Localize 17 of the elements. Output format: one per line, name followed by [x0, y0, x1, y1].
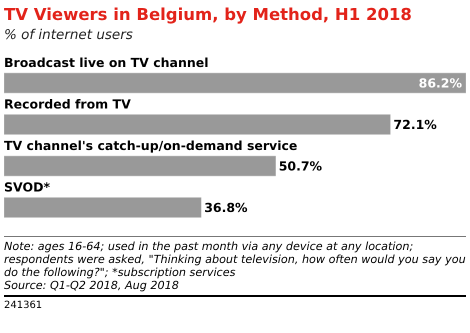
y-tick-label: Recorded from TV	[4, 96, 132, 112]
data-label: 50.7%	[278, 158, 323, 174]
data-label: 36.8%	[204, 200, 248, 215]
chart-subtitle: % of internet users	[4, 26, 134, 44]
y-tick-label: SVOD*	[4, 180, 50, 194]
bar	[4, 72, 466, 94]
bar	[4, 197, 202, 218]
chart-title: TV Viewers in Belgium, by Method, H1 2018	[4, 4, 413, 26]
bar	[4, 156, 276, 176]
y-tick-label: TV channel's catch-up/on-demand service	[4, 138, 298, 153]
text: Note: ages 16-64; used in the past month via any device at any location; respondents were asked, "Thinking about television, how often would you say you do the following?"; *subscription services	[4, 240, 466, 279]
source-note: Source: Q1-Q2 2018, Aug 2018	[4, 279, 180, 292]
data-label: 86.2%	[418, 76, 462, 90]
text: 241361	[4, 300, 44, 311]
data-label: 72.1%	[393, 117, 438, 132]
y-tick-label: Broadcast live on TV channel	[4, 55, 209, 70]
bar	[4, 114, 391, 135]
